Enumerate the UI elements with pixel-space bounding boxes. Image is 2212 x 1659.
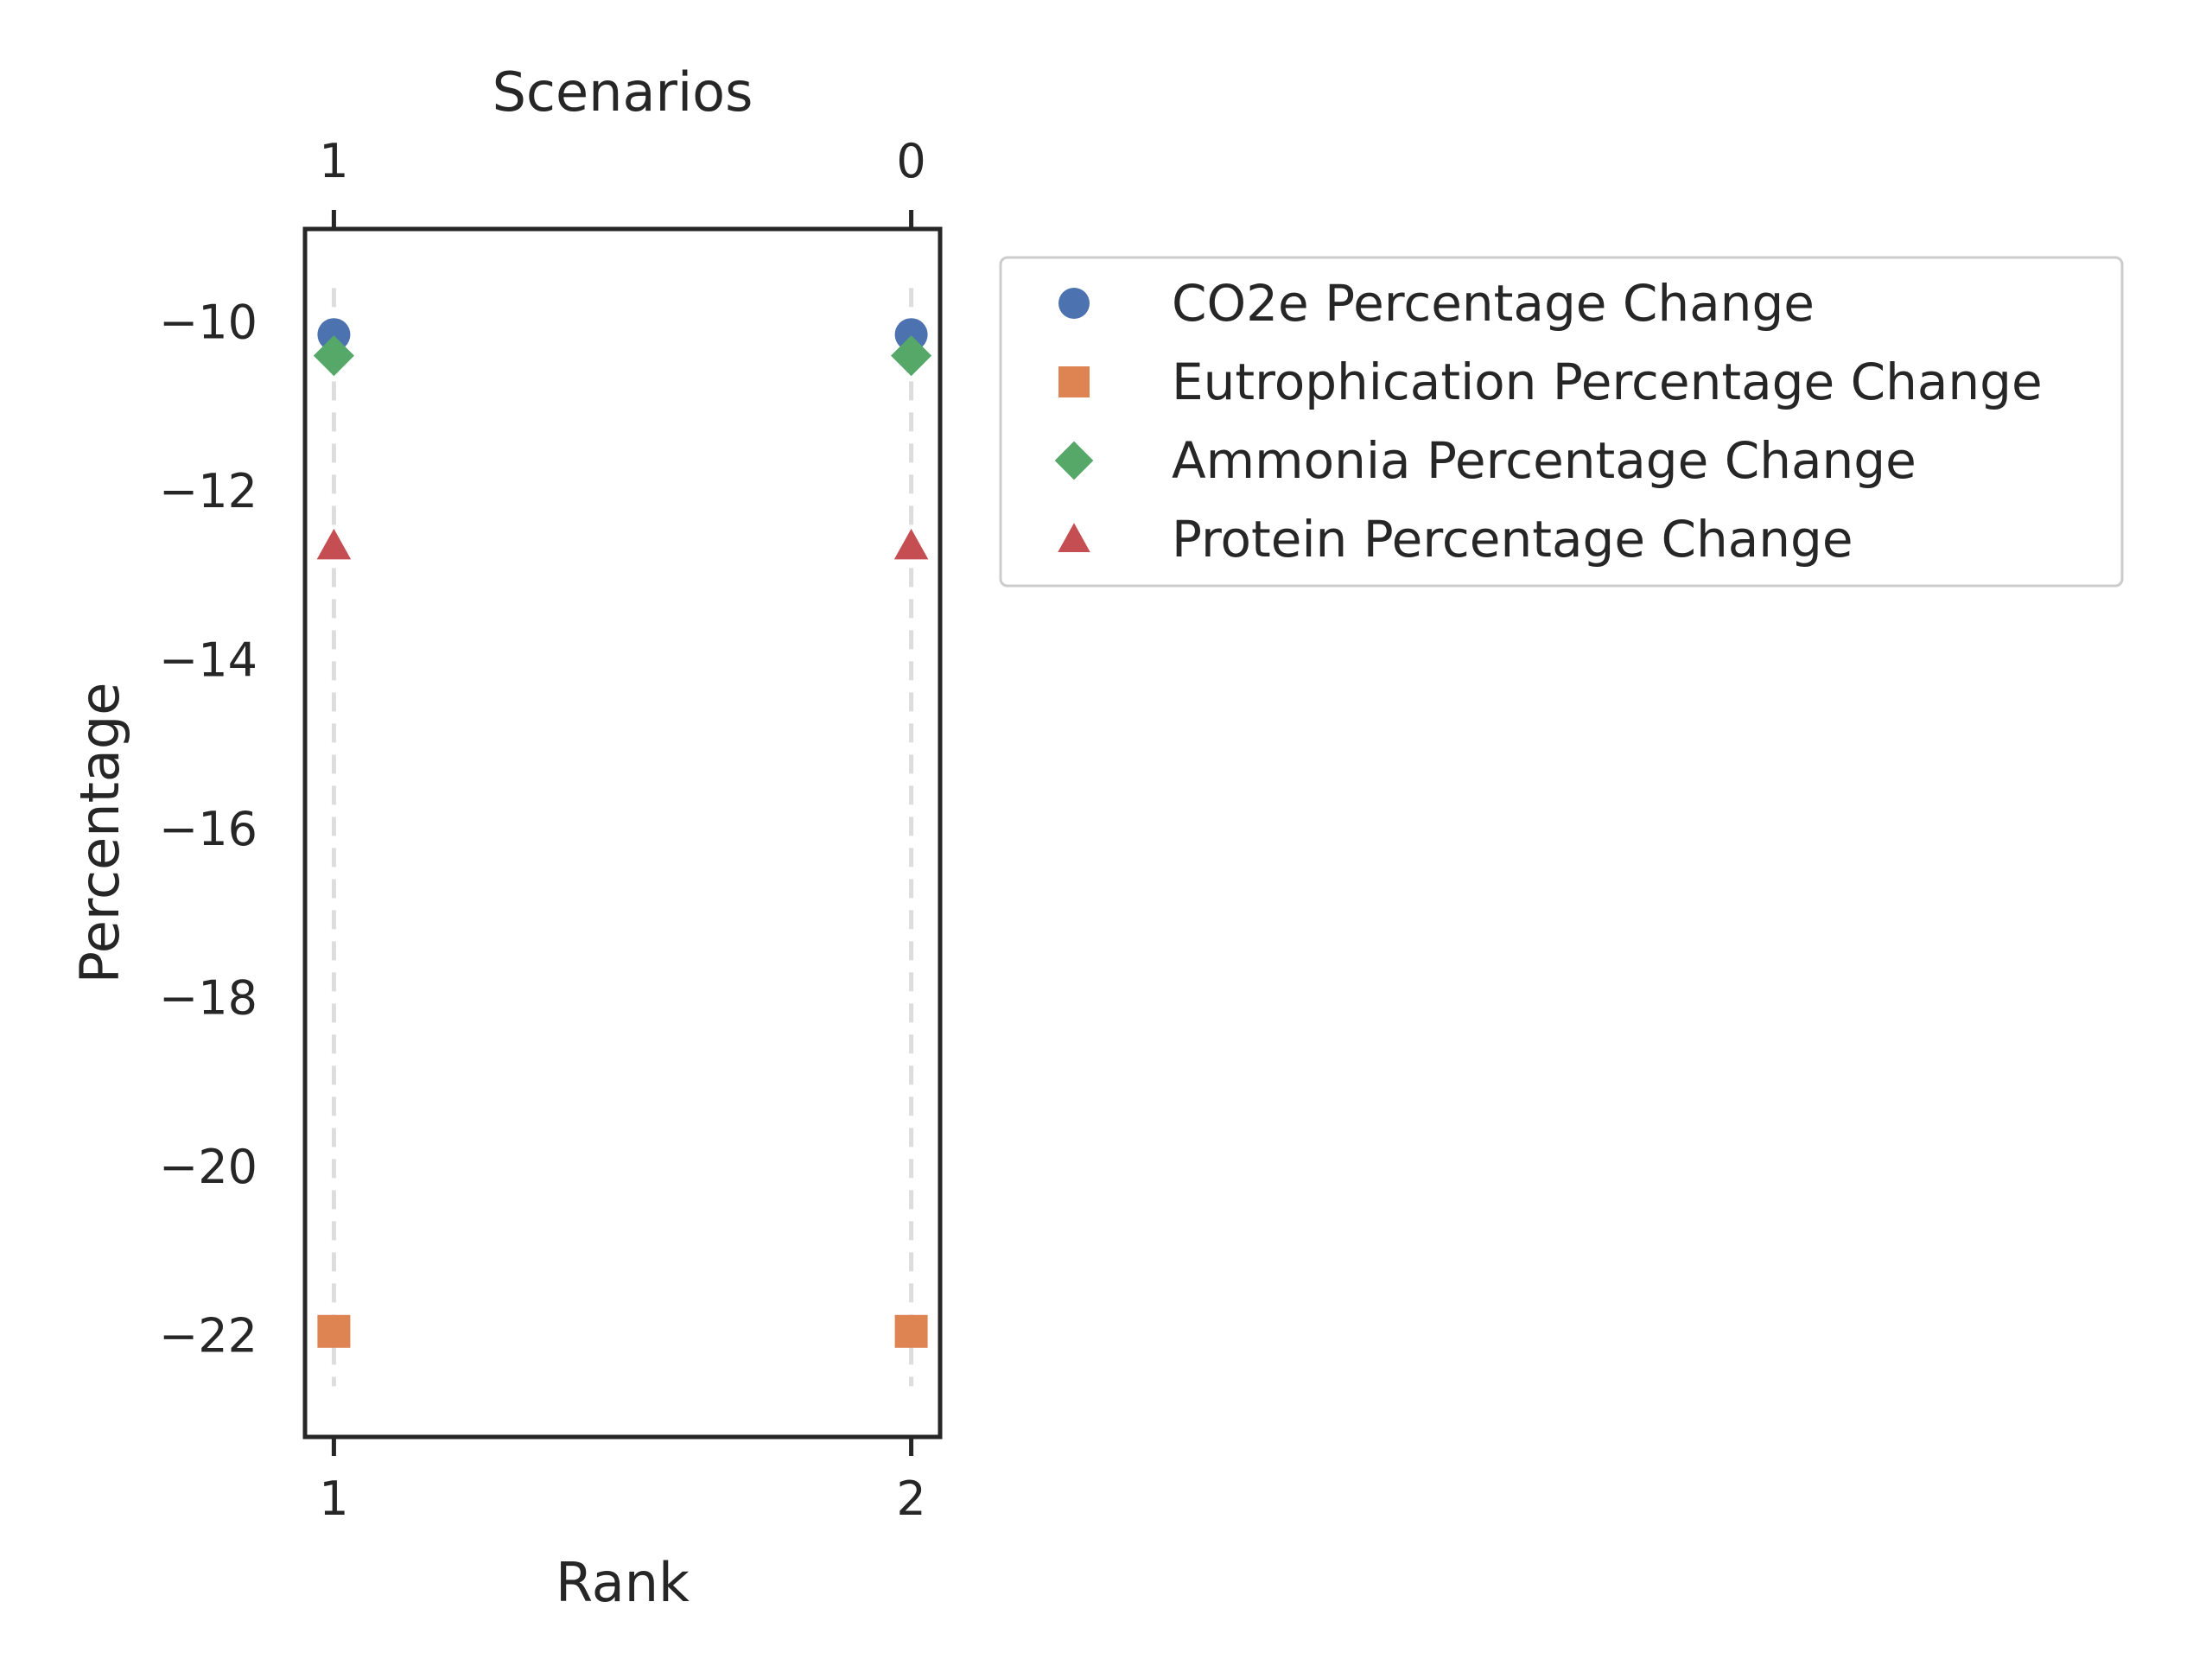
y-axis-title: Percentage bbox=[68, 683, 131, 984]
y-tick-label: −20 bbox=[159, 1140, 257, 1194]
gridlines bbox=[331, 288, 914, 1387]
top-tick-label: 1 bbox=[319, 134, 348, 188]
x-tick-label: 2 bbox=[896, 1471, 925, 1526]
top-tick-label: 0 bbox=[896, 134, 925, 188]
data-point-triangle-4 bbox=[316, 528, 352, 560]
data-point-triangle-4 bbox=[893, 528, 929, 560]
data-markers bbox=[313, 318, 932, 1348]
legend-marker-2 bbox=[1058, 366, 1090, 397]
y-axis-ticks: −10 −12 −14 −16 −18 −20 −22 bbox=[159, 296, 257, 1363]
y-tick-label: −18 bbox=[159, 971, 257, 1026]
y-tick-label: −10 bbox=[159, 296, 257, 350]
y-tick-label: −22 bbox=[159, 1309, 257, 1363]
data-point-square-2 bbox=[317, 1314, 351, 1348]
y-tick-label: −12 bbox=[159, 464, 257, 518]
legend-frame bbox=[999, 256, 2124, 588]
legend-marker-1 bbox=[1058, 288, 1090, 319]
legend-label-1: CO2e Percentage Change bbox=[1172, 274, 1815, 333]
legend-label-2: Eutrophication Percentage Change bbox=[1172, 353, 2043, 411]
plot-area-frame bbox=[302, 226, 943, 1440]
data-point-circle-1 bbox=[894, 318, 928, 352]
legend-marker-4 bbox=[1058, 523, 1090, 552]
legend: CO2e Percentage Change Eutrophication Per… bbox=[999, 256, 2124, 588]
y-tick-label: −16 bbox=[159, 802, 257, 856]
data-point-diamond-3 bbox=[891, 335, 932, 377]
legend-label-4: Protein Percentage Change bbox=[1172, 510, 1853, 569]
top-x-axis-title: Scenarios bbox=[493, 60, 753, 124]
data-point-square-2 bbox=[894, 1314, 928, 1348]
legend-label-3: Ammonia Percentage Change bbox=[1172, 431, 1916, 490]
legend-marker-3 bbox=[1054, 441, 1094, 480]
x-tick-label: 1 bbox=[319, 1471, 348, 1526]
y-tick-label: −14 bbox=[159, 633, 257, 688]
data-point-diamond-3 bbox=[313, 335, 354, 377]
x-axis-title: Rank bbox=[556, 1551, 690, 1614]
data-point-circle-1 bbox=[317, 318, 351, 352]
